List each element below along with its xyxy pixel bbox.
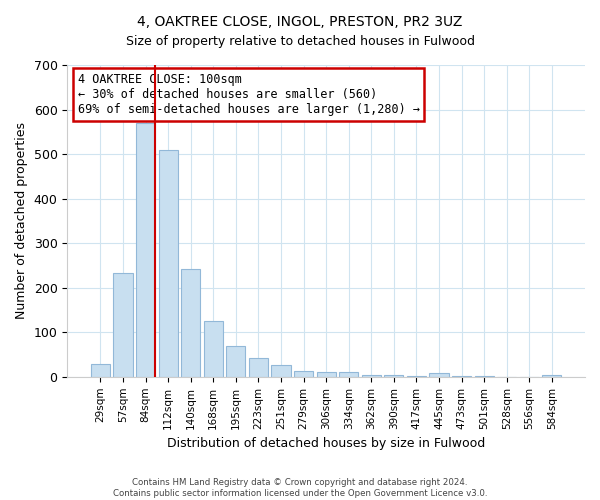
Text: 4, OAKTREE CLOSE, INGOL, PRESTON, PR2 3UZ: 4, OAKTREE CLOSE, INGOL, PRESTON, PR2 3U… (137, 15, 463, 29)
Text: 4 OAKTREE CLOSE: 100sqm
← 30% of detached houses are smaller (560)
69% of semi-d: 4 OAKTREE CLOSE: 100sqm ← 30% of detache… (77, 73, 419, 116)
Bar (339, 372, 358, 377)
Text: Contains HM Land Registry data © Crown copyright and database right 2024.
Contai: Contains HM Land Registry data © Crown c… (113, 478, 487, 498)
Bar (430, 374, 449, 377)
Bar (113, 273, 133, 377)
Bar (384, 376, 403, 377)
Bar (271, 365, 290, 377)
Bar (362, 374, 381, 377)
Bar (249, 358, 268, 377)
X-axis label: Distribution of detached houses by size in Fulwood: Distribution of detached houses by size … (167, 437, 485, 450)
Bar (294, 370, 313, 377)
Bar (203, 320, 223, 377)
Bar (136, 123, 155, 377)
Y-axis label: Number of detached properties: Number of detached properties (15, 122, 28, 320)
Bar (317, 372, 336, 377)
Bar (91, 364, 110, 377)
Bar (407, 376, 426, 377)
Bar (181, 268, 200, 377)
Bar (226, 346, 245, 377)
Bar (158, 150, 178, 377)
Bar (542, 374, 562, 377)
Text: Size of property relative to detached houses in Fulwood: Size of property relative to detached ho… (125, 35, 475, 48)
